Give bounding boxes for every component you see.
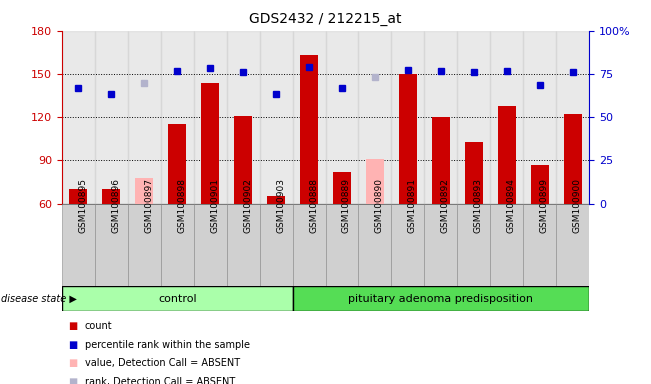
Text: GDS2432 / 212215_at: GDS2432 / 212215_at xyxy=(249,12,402,25)
Bar xyxy=(135,177,153,204)
Bar xyxy=(424,31,457,204)
Bar xyxy=(399,74,417,204)
Bar xyxy=(432,117,450,204)
Bar xyxy=(498,106,516,204)
Text: GSM100895: GSM100895 xyxy=(78,179,87,233)
Text: ■: ■ xyxy=(68,321,77,331)
Text: GSM100902: GSM100902 xyxy=(243,179,252,233)
Bar xyxy=(161,31,194,204)
Bar xyxy=(227,31,260,204)
Bar xyxy=(457,31,490,204)
Bar xyxy=(201,83,219,204)
Text: GSM100896: GSM100896 xyxy=(111,179,120,233)
Bar xyxy=(490,31,523,204)
Text: disease state ▶: disease state ▶ xyxy=(1,293,77,304)
Bar xyxy=(457,204,490,286)
Bar xyxy=(326,31,359,204)
Text: pituitary adenoma predisposition: pituitary adenoma predisposition xyxy=(348,293,533,304)
Text: GSM100903: GSM100903 xyxy=(276,179,285,233)
Text: GSM100888: GSM100888 xyxy=(309,179,318,233)
Bar xyxy=(260,204,292,286)
Text: GSM100901: GSM100901 xyxy=(210,179,219,233)
Bar xyxy=(69,189,87,204)
Bar xyxy=(62,286,292,311)
Bar xyxy=(292,31,326,204)
Text: value, Detection Call = ABSENT: value, Detection Call = ABSENT xyxy=(85,358,240,368)
Text: GSM100893: GSM100893 xyxy=(474,179,483,233)
Bar xyxy=(161,204,194,286)
Text: ■: ■ xyxy=(68,377,77,384)
Bar xyxy=(194,204,227,286)
Text: control: control xyxy=(158,293,197,304)
Bar xyxy=(523,204,556,286)
Bar xyxy=(564,114,582,204)
Bar xyxy=(333,172,351,204)
Bar xyxy=(391,204,424,286)
Bar xyxy=(102,189,120,204)
Text: GSM100899: GSM100899 xyxy=(540,179,549,233)
Bar xyxy=(168,124,186,204)
Bar xyxy=(95,204,128,286)
Bar xyxy=(359,204,391,286)
Bar xyxy=(62,31,95,204)
Bar xyxy=(424,204,457,286)
Bar xyxy=(366,159,384,204)
Bar xyxy=(260,31,292,204)
Text: ■: ■ xyxy=(68,340,77,350)
Text: GSM100889: GSM100889 xyxy=(342,179,351,233)
Text: GSM100894: GSM100894 xyxy=(506,179,516,233)
Text: rank, Detection Call = ABSENT: rank, Detection Call = ABSENT xyxy=(85,377,235,384)
Text: ■: ■ xyxy=(68,358,77,368)
Text: GSM100897: GSM100897 xyxy=(145,179,153,233)
Bar xyxy=(391,31,424,204)
Text: GSM100892: GSM100892 xyxy=(441,179,450,233)
Bar xyxy=(300,55,318,204)
Bar xyxy=(359,31,391,204)
Text: percentile rank within the sample: percentile rank within the sample xyxy=(85,340,249,350)
Text: GSM100900: GSM100900 xyxy=(573,179,582,233)
Bar xyxy=(128,31,161,204)
Bar xyxy=(62,204,95,286)
Bar xyxy=(490,204,523,286)
Bar xyxy=(523,31,556,204)
Text: GSM100891: GSM100891 xyxy=(408,179,417,233)
Bar xyxy=(531,165,549,204)
Text: GSM100898: GSM100898 xyxy=(177,179,186,233)
Text: count: count xyxy=(85,321,112,331)
Bar xyxy=(465,142,483,204)
Bar xyxy=(95,31,128,204)
Bar xyxy=(194,31,227,204)
Bar xyxy=(267,196,285,204)
Bar xyxy=(556,31,589,204)
Bar xyxy=(292,204,326,286)
Bar xyxy=(234,116,252,204)
Bar xyxy=(128,204,161,286)
Bar xyxy=(292,286,589,311)
Bar xyxy=(326,204,359,286)
Bar xyxy=(227,204,260,286)
Bar xyxy=(556,204,589,286)
Text: GSM100890: GSM100890 xyxy=(375,179,384,233)
